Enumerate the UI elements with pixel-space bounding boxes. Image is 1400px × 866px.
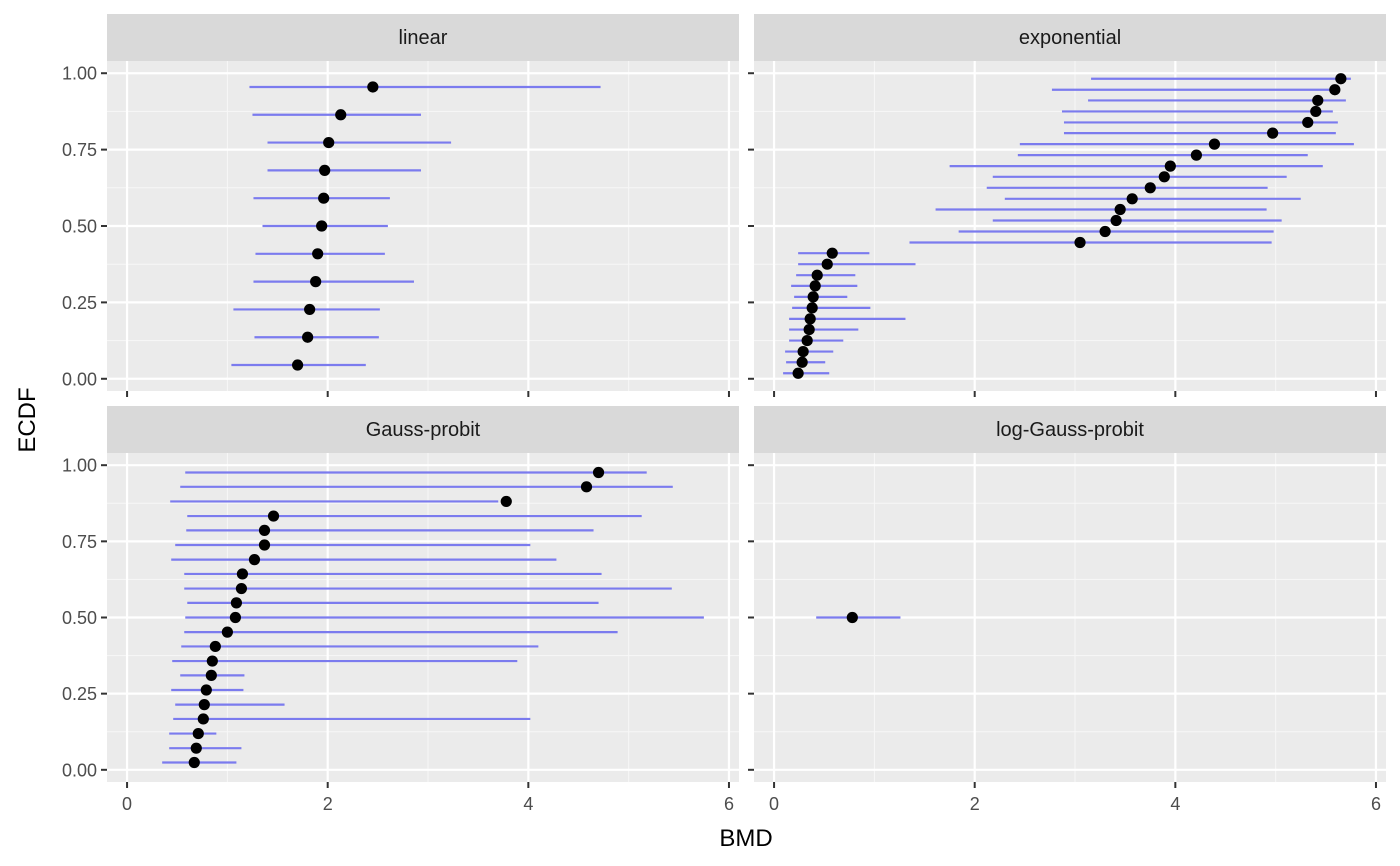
- x-tick-label: 0: [122, 794, 132, 814]
- bmd-point: [197, 713, 209, 725]
- bmd-point: [801, 334, 813, 347]
- bmd-point: [335, 109, 347, 121]
- facet-strip-gauss-probit: [107, 406, 739, 453]
- bmd-point: [319, 164, 331, 176]
- x-tick-label: 2: [323, 794, 333, 814]
- bmd-point: [236, 568, 249, 580]
- bmd-point: [1208, 138, 1221, 150]
- y-tick-label: 1.00: [62, 64, 97, 84]
- y-tick-label: 0.25: [62, 684, 97, 704]
- bmd-point: [312, 248, 324, 260]
- y-tick-label: 0.75: [62, 532, 97, 552]
- bmd-point: [304, 303, 316, 316]
- y-axis-title: ECDF: [14, 387, 41, 452]
- bmd-point: [221, 626, 233, 638]
- bmd-point: [792, 367, 804, 379]
- bmd-point: [1126, 193, 1138, 205]
- bmd-point: [258, 524, 271, 536]
- x-tick-label: 2: [970, 794, 980, 814]
- bmd-point: [229, 611, 242, 624]
- x-tick-label: 4: [523, 794, 533, 814]
- bmd-point: [1164, 160, 1176, 172]
- bmd-point: [1267, 127, 1279, 139]
- bmd-point: [292, 359, 304, 371]
- bmd-point: [1110, 214, 1122, 227]
- y-tick-label: 0.00: [62, 369, 97, 389]
- y-tick-label: 0.00: [62, 760, 97, 780]
- bmd-point: [209, 640, 221, 653]
- facet-strip-log-gauss-probit: [754, 406, 1386, 453]
- bmd-point: [267, 510, 280, 522]
- y-tick-label: 0.75: [62, 140, 97, 160]
- bmd-point: [806, 302, 818, 314]
- bmd-point: [1099, 225, 1111, 238]
- bmd-point: [1144, 182, 1156, 194]
- bmd-point: [258, 539, 271, 551]
- bmd-point: [318, 192, 330, 204]
- y-tick-label: 0.25: [62, 293, 97, 313]
- bmd-point: [200, 684, 212, 696]
- bmd-point: [316, 220, 328, 232]
- x-tick-label: 6: [724, 794, 734, 814]
- bmd-point: [205, 669, 217, 681]
- bmd-point: [1190, 149, 1202, 161]
- facet-strip-linear: [107, 14, 739, 61]
- facet-label-gauss-probit: Gauss-probit: [366, 419, 481, 441]
- bmd-point: [804, 313, 816, 325]
- y-tick-label: 0.50: [62, 608, 97, 628]
- bmd-point: [206, 655, 218, 667]
- bmd-point: [192, 727, 204, 740]
- y-tick-label: 0.50: [62, 217, 97, 237]
- bmd-point: [198, 699, 210, 711]
- facet-label-linear: linear: [399, 27, 448, 49]
- bmd-point: [1302, 116, 1314, 129]
- bmd-point: [807, 291, 819, 303]
- bmd-point: [811, 269, 823, 281]
- bmd-point: [235, 582, 248, 595]
- bmd-point: [826, 247, 838, 259]
- y-tick-label: 1.00: [62, 456, 97, 476]
- bmd-point: [592, 466, 605, 479]
- bmd-point: [809, 280, 821, 292]
- bmd-point: [323, 136, 335, 149]
- bmd-point: [1310, 105, 1322, 118]
- bmd-point: [1335, 73, 1347, 85]
- bmd-point: [1158, 171, 1170, 183]
- facet-label-log-gauss-probit: log-Gauss-probit: [996, 419, 1144, 441]
- bmd-point: [1114, 203, 1126, 216]
- bmd-point: [1329, 84, 1341, 96]
- x-axis-title: BMD: [719, 825, 772, 852]
- bmd-point: [367, 81, 379, 93]
- bmd-point: [846, 611, 858, 624]
- bmd-point: [310, 276, 322, 288]
- x-tick-label: 4: [1170, 794, 1180, 814]
- bmd-point: [500, 495, 512, 508]
- bmd-point: [1312, 94, 1324, 107]
- bmd-point: [1074, 236, 1086, 249]
- bmd-point: [188, 756, 200, 769]
- bmd-point: [803, 323, 815, 336]
- bmd-point: [796, 356, 808, 368]
- bmd-point: [230, 597, 243, 609]
- x-tick-label: 6: [1371, 794, 1381, 814]
- bmd-point: [821, 258, 833, 270]
- bmd-point: [190, 742, 202, 754]
- bmd-point: [797, 345, 809, 358]
- facet-strip-exponential: [754, 14, 1386, 61]
- bmd-point: [248, 554, 261, 566]
- bmd-point: [580, 481, 593, 493]
- facet-label-exponential: exponential: [1019, 27, 1121, 49]
- bmd-point: [302, 331, 314, 343]
- x-tick-label: 0: [769, 794, 779, 814]
